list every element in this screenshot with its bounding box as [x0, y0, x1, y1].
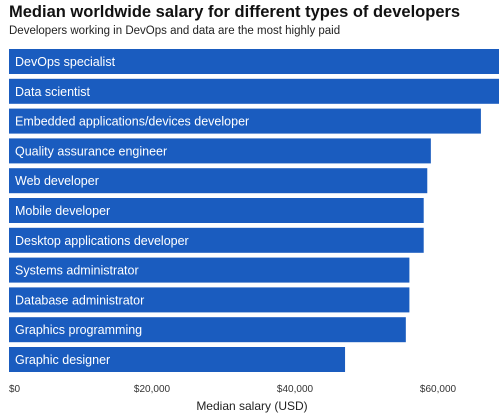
bar-label: Systems administrator — [15, 264, 139, 278]
bar-label: Database administrator — [15, 293, 144, 307]
bar-label: DevOps specialist — [15, 55, 116, 69]
chart-title: Median worldwide salary for different ty… — [9, 3, 461, 21]
bar — [9, 78, 499, 104]
bar — [9, 198, 424, 223]
x-axis-label: Median salary (USD) — [196, 399, 307, 413]
bar — [9, 257, 410, 283]
bar — [9, 227, 424, 253]
x-tick-label: $40,000 — [277, 384, 314, 395]
bar — [9, 168, 428, 194]
bar-label: Mobile developer — [15, 204, 110, 218]
bar-label: Graphics programming — [15, 323, 142, 337]
bar — [9, 138, 431, 164]
bar-label: Graphic designer — [15, 353, 110, 367]
bar-label: Quality assurance engineer — [15, 144, 167, 158]
bar — [9, 49, 499, 74]
bar — [9, 287, 410, 313]
bar-label: Embedded applications/devices developer — [15, 115, 249, 129]
x-tick-label: $60,000 — [420, 384, 457, 395]
x-tick-label: $0 — [9, 384, 21, 395]
bar-label: Desktop applications developer — [15, 234, 189, 248]
bar — [9, 108, 481, 134]
chart-subtitle: Developers working in DevOps and data ar… — [9, 25, 341, 37]
x-tick-label: $20,000 — [134, 384, 171, 395]
bar — [9, 317, 406, 343]
bar-label: Web developer — [15, 174, 99, 188]
bar-label: Data scientist — [15, 85, 91, 99]
bar — [9, 347, 346, 372]
